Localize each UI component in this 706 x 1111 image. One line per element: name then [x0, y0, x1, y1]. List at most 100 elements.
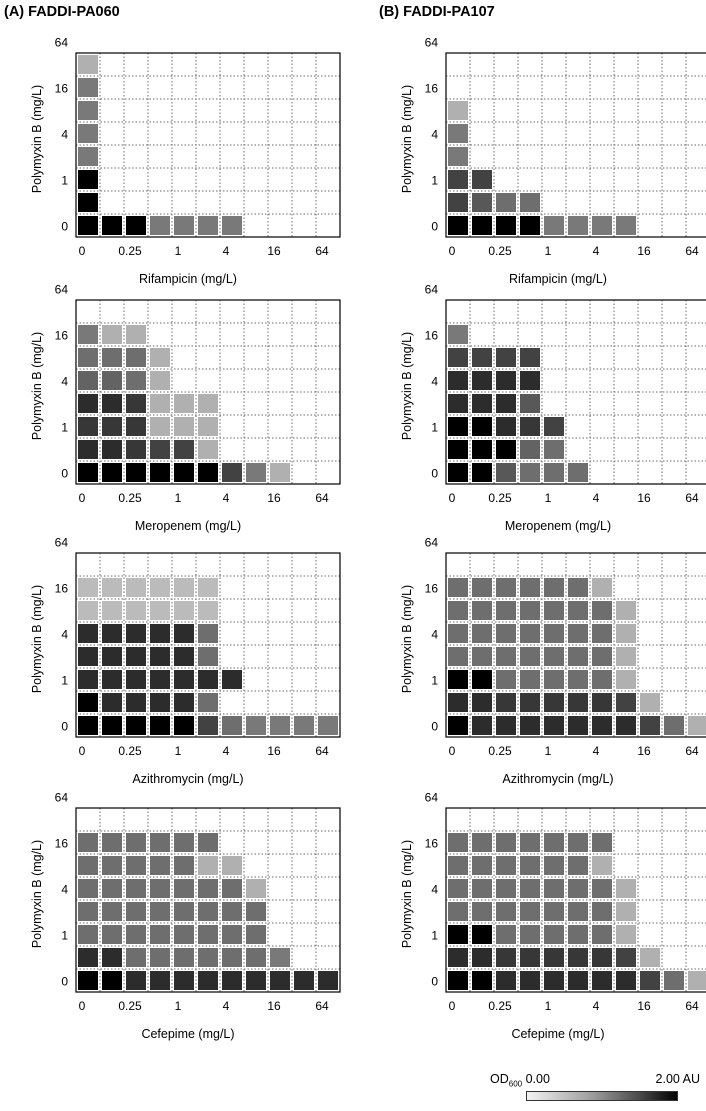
heatmap-cell: [222, 856, 242, 875]
heatmap-cell: [448, 879, 468, 898]
heatmap-cell: [150, 394, 170, 413]
heatmap-cell: [472, 440, 492, 459]
x-tick-label: 64: [685, 999, 699, 1013]
x-tick-label: 16: [267, 999, 281, 1013]
heatmap-cell: [520, 716, 540, 735]
heatmap-cell: [270, 948, 290, 967]
heatmap-cell: [294, 971, 314, 990]
heatmap-cell: [246, 971, 266, 990]
heatmap-cell: [102, 216, 122, 235]
heatmap-cell: [544, 417, 564, 436]
heatmap-cell: [222, 716, 242, 735]
heatmap-cell: [448, 925, 468, 944]
heatmap-cell: [126, 693, 146, 712]
heatmap-cell: [174, 693, 194, 712]
y-tick-label: 4: [431, 628, 438, 642]
heatmap-cell: [78, 417, 98, 436]
heatmap-cell: [448, 578, 468, 597]
heatmap-cell: [616, 216, 636, 235]
heatmap-cell: [544, 902, 564, 921]
heatmap-cell: [544, 833, 564, 852]
heatmap-cell: [496, 193, 516, 212]
heatmap-cell: [448, 948, 468, 967]
heatmap-cell: [198, 394, 218, 413]
heatmap-cell: [448, 902, 468, 921]
heatmap-cell: [150, 216, 170, 235]
heatmap-cell: [150, 925, 170, 944]
heatmap-cell: [102, 578, 122, 597]
y-tick-label: 1: [431, 929, 438, 943]
heatmap-cell: [448, 147, 468, 166]
heatmap-cell: [472, 348, 492, 367]
heatmap-cell: [150, 670, 170, 689]
legend-title: OD600 0.00: [490, 1072, 550, 1089]
y-tick-label: 0: [431, 720, 438, 734]
heatmap-cell: [472, 417, 492, 436]
heatmap-cell: [174, 463, 194, 482]
heatmap-cell: [448, 693, 468, 712]
y-tick-label: 4: [431, 128, 438, 142]
heatmap-cell: [198, 902, 218, 921]
heatmap-cell: [568, 716, 588, 735]
heatmap-cell: [472, 216, 492, 235]
heatmap-cell: [102, 971, 122, 990]
heatmap-cell: [126, 463, 146, 482]
heatmap-cell: [198, 216, 218, 235]
heatmap-cell: [150, 417, 170, 436]
heatmap-cell: [520, 948, 540, 967]
heatmap-cell: [78, 348, 98, 367]
heatmap-cell: [472, 624, 492, 643]
y-axis-label: Polymyxin B (mg/L): [400, 85, 414, 193]
heatmap-cell: [198, 833, 218, 852]
heatmap-cell: [198, 879, 218, 898]
x-tick-label: 4: [223, 999, 230, 1013]
heatmap-cell: [78, 902, 98, 921]
heatmap-cell: [102, 902, 122, 921]
x-tick-label: 64: [315, 999, 329, 1013]
y-tick-label: 0: [61, 720, 68, 734]
heatmap-cell: [78, 394, 98, 413]
heatmap-cell: [568, 693, 588, 712]
heatmap-cell: [544, 624, 564, 643]
heatmap-cell: [78, 101, 98, 120]
heatmap-cell: [270, 463, 290, 482]
y-tick-label: 64: [425, 283, 439, 297]
y-tick-label: 64: [55, 791, 69, 805]
heatmap-cell: [472, 670, 492, 689]
heatmap-cell: [126, 925, 146, 944]
y-axis-label: Polymyxin B (mg/L): [400, 585, 414, 693]
heatmap-cell: [568, 578, 588, 597]
heatmap-cell: [102, 348, 122, 367]
heatmap-cell: [222, 902, 242, 921]
heatmap-cell: [520, 971, 540, 990]
heatmap-cell: [102, 670, 122, 689]
heatmap-cell: [640, 971, 660, 990]
x-tick-label: 4: [593, 744, 600, 758]
heatmap-cell: [592, 833, 612, 852]
heatmap-cell: [78, 578, 98, 597]
heatmap-cell: [102, 833, 122, 852]
heatmap-cell: [544, 463, 564, 482]
heatmap-cell: [592, 578, 612, 597]
heatmap-cell: [568, 463, 588, 482]
heatmap-cell: [496, 902, 516, 921]
x-axis-label: Rifampicin (mg/L): [139, 272, 237, 286]
heatmap-cell: [472, 170, 492, 189]
plot-frame: [445, 299, 706, 485]
heatmap-cell: [150, 624, 170, 643]
heatmap-cell: [78, 856, 98, 875]
heatmap-cell: [174, 925, 194, 944]
heatmap-cell: [174, 971, 194, 990]
heatmap-cell: [126, 440, 146, 459]
heatmap-cell: [448, 394, 468, 413]
heatmap-cell: [318, 971, 338, 990]
heatmap-cell: [520, 394, 540, 413]
heatmap-cell: [496, 856, 516, 875]
x-axis-label: Meropenem (mg/L): [505, 519, 611, 533]
heatmap-cell: [592, 693, 612, 712]
heatmap-cell: [198, 856, 218, 875]
heatmap-cell: [174, 670, 194, 689]
x-tick-label: 0: [79, 491, 86, 505]
heatmap-cell: [592, 601, 612, 620]
heatmap-cell: [448, 670, 468, 689]
